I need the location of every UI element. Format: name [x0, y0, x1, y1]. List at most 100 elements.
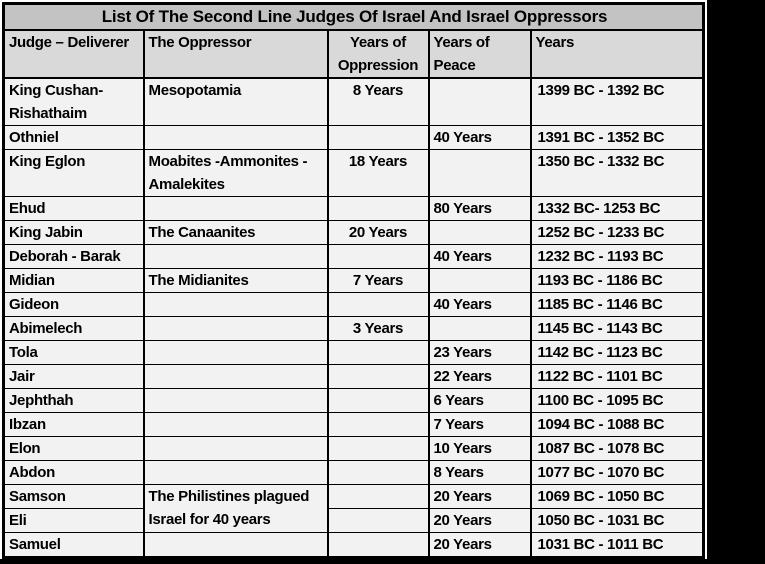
cell-years: 1100 BC - 1095 BC [529, 388, 705, 413]
table-row: Elon 10 Years 1087 BC - 1078 BC [2, 436, 705, 461]
cell-years: 1142 BC - 1123 BC [529, 340, 705, 365]
cell-oppressor [142, 316, 329, 341]
cell-oppressor [142, 388, 329, 413]
cell-years: 1332 BC- 1253 BC [529, 196, 705, 221]
cell-years: 1145 BC - 1143 BC [529, 316, 705, 341]
cell-oppressor [142, 125, 329, 150]
cell-oppression [326, 340, 430, 365]
cell-years: 1391 BC - 1352 BC [529, 125, 705, 150]
cell-oppression: 7 Years [326, 268, 430, 293]
column-header-1: The Oppressor [142, 29, 329, 79]
table-row: Ibzan 7 Years 1094 BC - 1088 BC [2, 412, 705, 437]
cell-oppression: 18 Years [326, 149, 430, 197]
column-header-3: Years of Peace [427, 29, 532, 79]
cell-oppression [326, 364, 430, 389]
table-row: King Cushan-Rishathaim Mesopotamia 8 Years… [2, 77, 705, 126]
table-row: Samuel 20 Years 1031 BC - 1011 BC [2, 532, 705, 558]
table-row: Deborah - Barak 40 Years 1232 BC - 1193 BC [2, 244, 705, 269]
cell-peace [427, 149, 532, 197]
cell-peace: 80 Years [427, 196, 532, 221]
cell-oppression [326, 292, 430, 317]
table-row: Jair 22 Years 1122 BC - 1101 BC [2, 364, 705, 389]
cell-judge: King Cushan-Rishathaim [2, 77, 145, 126]
table-row: Ehud 80 Years 1332 BC- 1253 BC [2, 196, 705, 221]
cell-years: 1050 BC - 1031 BC [529, 508, 705, 533]
table-row: Tola 23 Years 1142 BC - 1123 BC [2, 340, 705, 365]
cell-oppressor [142, 460, 329, 485]
cell-peace: 6 Years [427, 388, 532, 413]
table-row: Jephthah 6 Years 1100 BC - 1095 BC [2, 388, 705, 413]
cell-peace: 20 Years [427, 508, 532, 533]
cell-oppressor [142, 532, 329, 558]
cell-judge: King Jabin [2, 220, 145, 245]
cell-judge: King Eglon [2, 149, 145, 197]
column-header-2: Years of Oppression [326, 29, 430, 79]
column-header-4: Years [529, 29, 705, 79]
cell-years: 1087 BC - 1078 BC [529, 436, 705, 461]
cell-judge: Elon [2, 436, 145, 461]
judges-table: List Of The Second Line Judges Of Israel… [2, 2, 705, 559]
cell-oppressor: The Philistines plagued Israel for 40 ye… [142, 484, 329, 533]
cell-oppressor [142, 412, 329, 437]
cell-years: 1185 BC - 1146 BC [529, 292, 705, 317]
cell-judge: Ehud [2, 196, 145, 221]
cell-oppression [326, 196, 430, 221]
cell-peace [427, 220, 532, 245]
cell-oppression [326, 125, 430, 150]
cell-years: 1252 BC - 1233 BC [529, 220, 705, 245]
cell-years: 1350 BC - 1332 BC [529, 149, 705, 197]
cell-judge: Tola [2, 340, 145, 365]
cell-oppression [326, 508, 430, 533]
table-row: King Jabin The Canaanites 20 Years 1252 BC … [2, 220, 705, 245]
cell-peace: 7 Years [427, 412, 532, 437]
cell-oppressor [142, 196, 329, 221]
cell-oppression: 20 Years [326, 220, 430, 245]
cell-oppressor: Moabites -Ammonites - Amalekites [142, 149, 329, 197]
cell-judge: Abdon [2, 460, 145, 485]
cell-years: 1069 BC - 1050 BC [529, 484, 705, 509]
table-row: Abdon 8 Years 1077 BC - 1070 BC [2, 460, 705, 485]
table-title-row: List Of The Second Line Judges Of Israel… [2, 3, 705, 31]
cell-peace [427, 316, 532, 341]
bottom-black-band [0, 559, 765, 564]
table-row: Samson The Philistines plagued Israel for… [2, 484, 705, 533]
table-row: Gideon 40 Years 1185 BC - 1146 BC [2, 292, 705, 317]
cell-oppression [326, 436, 430, 461]
cell-judge: Samuel [2, 532, 145, 558]
right-black-band [707, 0, 765, 564]
cell-judge: Othniel [2, 125, 145, 150]
cell-peace: 20 Years [427, 532, 532, 558]
cell-oppression [326, 412, 430, 437]
cell-peace: 40 Years [427, 292, 532, 317]
table-row: Midian The Midianites 7 Years 1193 BC - 118… [2, 268, 705, 293]
cell-oppression [326, 460, 430, 485]
cell-years: 1399 BC - 1392 BC [529, 77, 705, 126]
cell-oppressor [142, 436, 329, 461]
cell-oppression: 8 Years [326, 77, 430, 126]
cell-oppression [326, 244, 430, 269]
table-title: List Of The Second Line Judges Of Israel… [2, 3, 705, 31]
table-row: King Eglon Moabites -Ammonites - Amalekit… [2, 149, 705, 197]
cell-peace: 40 Years [427, 125, 532, 150]
cell-oppressor [142, 364, 329, 389]
cell-judge: Midian [2, 268, 145, 293]
cell-oppressor: The Midianites [142, 268, 329, 293]
cell-oppressor [142, 244, 329, 269]
cell-years: 1031 BC - 1011 BC [529, 532, 705, 558]
cell-judge: Deborah - Barak [2, 244, 145, 269]
cell-peace: 23 Years [427, 340, 532, 365]
cell-judge: Abimelech [2, 316, 145, 341]
cell-peace: 20 Years [427, 484, 532, 509]
cell-judge: Gideon [2, 292, 145, 317]
cell-years: 1122 BC - 1101 BC [529, 364, 705, 389]
cell-judge: Eli [2, 508, 145, 533]
table-row: Othniel 40 Years 1391 BC - 1352 BC [2, 125, 705, 150]
cell-peace: 8 Years [427, 460, 532, 485]
cell-judge: Jair [2, 364, 145, 389]
cell-oppressor: Mesopotamia [142, 77, 329, 126]
cell-peace [427, 268, 532, 293]
cell-oppression [326, 388, 430, 413]
table-row: Abimelech 3 Years 1145 BC - 1143 BC [2, 316, 705, 341]
cell-oppression [326, 484, 430, 509]
